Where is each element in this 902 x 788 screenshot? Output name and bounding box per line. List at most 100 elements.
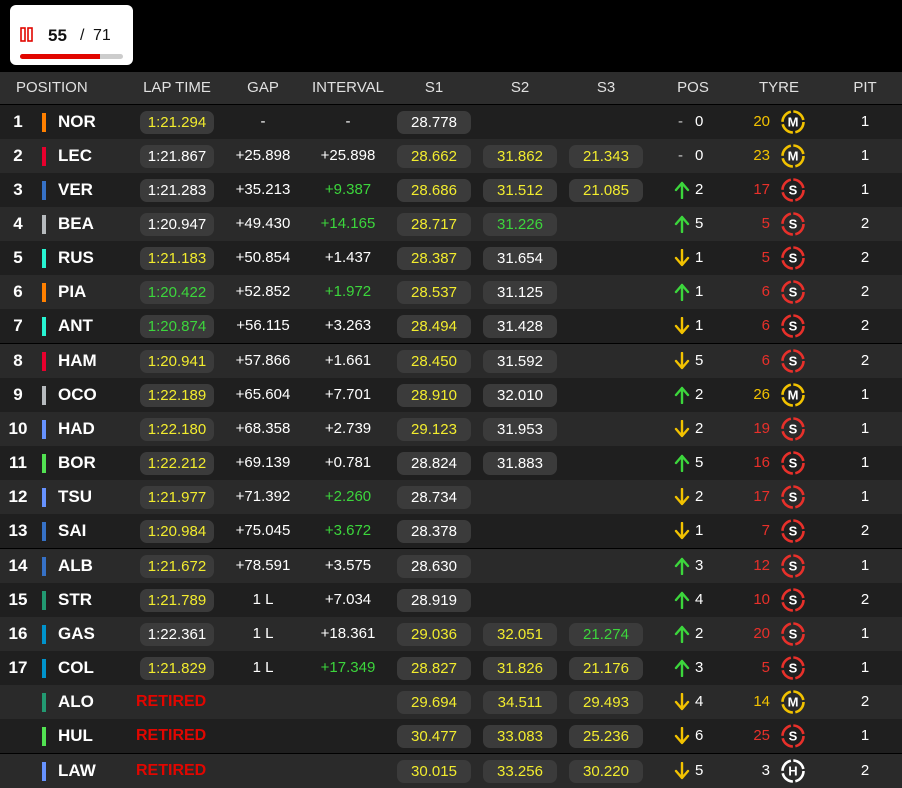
gap: 1 L: [252, 624, 274, 642]
position-change: 0: [695, 112, 704, 130]
column-header: POS: [677, 79, 709, 96]
interval: +1.972: [324, 283, 372, 301]
sector-s1: 28.686: [397, 178, 471, 202]
pit-stops: 2: [860, 590, 870, 608]
position: 14: [8, 555, 28, 575]
arrow-path: [674, 181, 690, 199]
column-header: TYRE: [758, 79, 799, 96]
tyre-icon: S: [781, 587, 805, 612]
pit-stops: 1: [860, 727, 870, 745]
driver-code: BEA: [58, 213, 94, 233]
arrow-path: [674, 284, 690, 302]
lap-time: 1:22.361: [140, 622, 214, 646]
tyre-ring: [781, 382, 805, 407]
progress-bar: [20, 54, 123, 59]
driver-row: 9 OCO 1:22.189 +65.604 +7.701 28.910 32.010 2 26…: [0, 377, 902, 412]
sector-s2: 33.083: [483, 725, 557, 749]
tyre-age: 12: [753, 556, 770, 574]
driver-row: LAW RETIRED 30.015 33.256 30.220 5 3 H 2: [0, 753, 902, 788]
team-color: [42, 317, 46, 337]
trend-arrow: [674, 591, 690, 609]
position-change: 2: [695, 419, 704, 437]
sector-s1: 28.827: [397, 657, 471, 681]
column-header: S3: [596, 79, 616, 96]
team-color: [42, 419, 46, 439]
sector-s2: 31.428: [483, 315, 557, 339]
position-change: 4: [695, 590, 704, 608]
driver-code: NOR: [58, 111, 96, 131]
tyre-compound: H: [788, 763, 797, 778]
pit-stops: 1: [860, 419, 870, 437]
tyre-compound: S: [789, 285, 798, 300]
pit-stops: 2: [860, 317, 870, 335]
gap: -: [260, 112, 266, 130]
tyre-icon: S: [781, 485, 805, 510]
pit-stops: 1: [860, 659, 870, 677]
driver-code: GAS: [58, 623, 95, 643]
position-change: 1: [695, 317, 704, 335]
current-lap: 55: [48, 26, 67, 45]
progress-fill: [20, 54, 100, 59]
interval: +3.263: [324, 317, 372, 335]
team-color: [42, 693, 46, 713]
lap-time: 1:20.984: [140, 520, 214, 544]
tyre-icon: S: [781, 178, 805, 202]
sector-s3: 30.220: [569, 759, 643, 783]
position: 11: [9, 453, 27, 473]
driver-row: 6 PIA 1:20.422 +52.852 +1.972 28.537 31.125 1 6 S…: [0, 275, 902, 310]
team-color: [42, 385, 46, 405]
arrow-path: [674, 249, 690, 267]
lap-time: 1:21.977: [140, 486, 214, 510]
tyre-icon: M: [781, 690, 805, 715]
sector-s2: 32.051: [483, 622, 557, 646]
driver-row: 1 NOR 1:21.294- -28.778-0 20 M 1: [0, 104, 902, 139]
trend-arrow: [674, 488, 690, 506]
tyre-icon: S: [781, 724, 805, 749]
trend-arrow: [674, 181, 690, 199]
gap: +52.852: [235, 283, 291, 301]
tyre-ring: [781, 485, 805, 510]
lap-time: 1:20.941: [140, 349, 214, 373]
lap-time: 1:21.294: [140, 110, 214, 134]
driver-row: 10 HAD 1:22.180 +68.358 +2.739 29.123 31.953 2 1…: [0, 411, 902, 446]
arrow-path: [674, 761, 690, 779]
tyre-age: 26: [753, 385, 770, 403]
sector-s2: 31.654: [483, 247, 557, 271]
arrow-path: [674, 215, 690, 233]
arrow-path: [674, 522, 690, 540]
driver-code: HAM: [58, 350, 97, 370]
tyre-age: 25: [753, 727, 770, 745]
tyre-ring: [781, 143, 805, 168]
pit-stops: 1: [860, 488, 870, 506]
tyre-age: 5: [761, 249, 770, 267]
arrow-path: [674, 419, 690, 438]
gap: +50.854: [235, 249, 291, 267]
position: 4: [13, 213, 23, 233]
sector-s1: 30.477: [397, 725, 471, 749]
retired-label: RETIRED: [136, 727, 207, 745]
tyre-age: 20: [753, 112, 770, 130]
tyre-ring: [781, 656, 805, 680]
sector-s2: 31.826: [483, 657, 557, 681]
lap-time: 1:20.874: [140, 315, 214, 339]
driver-row: 2 LEC 1:21.867 +25.898 +25.898 28.662 31.862 21…: [0, 138, 902, 173]
tyre-compound: S: [789, 558, 798, 573]
position: 1: [13, 111, 23, 131]
trend-arrow: [674, 454, 690, 473]
tyre-age: 5: [761, 659, 770, 677]
tyre-age: 10: [753, 590, 770, 608]
gap: +75.045: [235, 522, 291, 540]
pause-icon: [20, 27, 33, 42]
tyre-age: 20: [753, 624, 770, 642]
pit-stops: 2: [860, 522, 870, 540]
tyre-icon: S: [781, 622, 805, 646]
driver-row: 16 GAS 1:22.361 1 L +18.361 29.036 32.051 21.27…: [0, 616, 902, 651]
tyre-ring: [781, 758, 805, 783]
driver-row: 17 COL 1:21.829 1 L +17.349 28.827 31.826 21.17…: [0, 651, 902, 686]
pit-stops: 2: [860, 214, 870, 232]
tyre-compound: S: [789, 216, 798, 231]
tyre-age: 3: [761, 761, 770, 779]
gap: +78.591: [235, 556, 291, 574]
team-color: [42, 590, 46, 610]
